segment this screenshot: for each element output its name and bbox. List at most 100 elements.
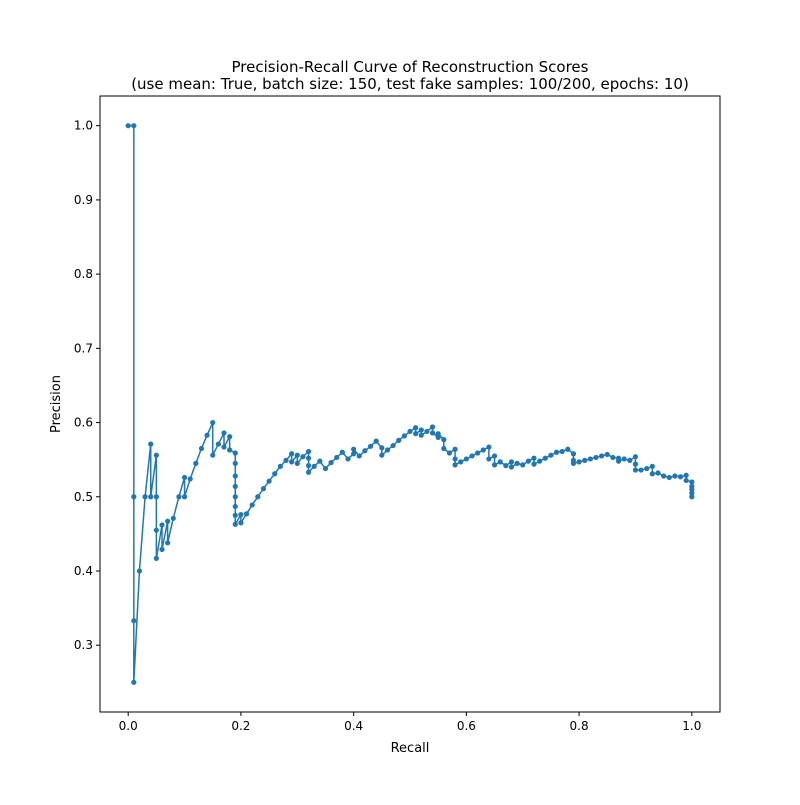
pr-curve-point <box>553 449 560 455</box>
pr-curve-point <box>604 451 610 458</box>
pr-curve-point <box>170 515 176 521</box>
pr-curve-point <box>655 470 661 476</box>
pr-curve-point <box>187 476 193 482</box>
pr-curve-point <box>379 452 385 458</box>
pr-curve-point <box>255 494 261 500</box>
pr-curve-point <box>367 443 374 449</box>
pr-curve-point <box>379 445 385 451</box>
pr-curve-point <box>677 474 684 480</box>
pr-curve-point <box>475 450 481 456</box>
pr-curve-point <box>351 446 357 452</box>
pr-curve-point <box>486 456 492 462</box>
pr-curve-point <box>305 455 312 461</box>
pr-curve-point <box>576 459 582 465</box>
pr-curve-point <box>294 452 300 458</box>
pr-curve-point <box>559 448 565 455</box>
pr-curve-point <box>497 459 503 465</box>
chart-title: Precision-Recall Curve of Reconstruction… <box>232 58 589 76</box>
pr-curve-point <box>362 448 368 454</box>
pr-curve-point <box>131 123 137 129</box>
pr-curve-point <box>181 494 188 500</box>
pr-curve-point <box>486 444 492 450</box>
pr-curve-point <box>537 458 543 464</box>
plot-frame <box>99 95 721 713</box>
pr-curve-point <box>165 540 171 546</box>
pr-curve-point <box>689 490 695 496</box>
pr-curve-point <box>649 471 655 477</box>
pr-curve-point <box>531 455 537 461</box>
pr-curve-point <box>227 434 233 440</box>
pr-curve-point <box>328 460 334 466</box>
pr-curve-point <box>232 460 238 466</box>
pr-curve-point <box>683 472 689 478</box>
x-tick-label: 0.0 <box>119 719 138 733</box>
pr-curve-point <box>131 679 137 685</box>
series-layer <box>125 123 695 685</box>
y-tick-label: 0.6 <box>74 416 93 430</box>
pr-curve-point <box>311 463 317 469</box>
pr-curve-point <box>429 430 436 436</box>
pr-curve-point <box>356 453 362 459</box>
pr-curve-point <box>339 449 345 455</box>
pr-curve-point <box>632 461 639 467</box>
pr-curve-point <box>153 555 159 561</box>
pr-curve-point <box>615 458 622 464</box>
pr-curve-point <box>531 461 537 467</box>
pr-curve-point <box>593 454 599 461</box>
y-tick-label: 0.9 <box>74 193 93 207</box>
pr-curve-point <box>599 453 605 459</box>
pr-curve-point <box>480 447 486 453</box>
y-tick-label: 0.3 <box>74 638 93 652</box>
chart-subtitle: (use mean: True, batch size: 150, test f… <box>131 75 689 93</box>
pr-curve-point <box>582 457 588 463</box>
y-tick-label: 1.0 <box>74 119 93 133</box>
pr-curve-point <box>587 456 593 462</box>
pr-curve-point <box>503 463 509 469</box>
x-tick-label: 1.0 <box>682 719 701 733</box>
pr-curve-point <box>165 518 171 524</box>
pr-curve-point <box>491 462 498 468</box>
pr-curve-point <box>452 446 458 452</box>
pr-curve-point <box>525 458 531 464</box>
pr-curve-point <box>407 428 413 435</box>
pr-curve-point <box>153 527 159 533</box>
pr-curve-point <box>232 503 238 510</box>
pr-curve-point <box>649 463 655 469</box>
pr-curve-point <box>446 450 453 456</box>
pr-curve-point <box>266 478 272 484</box>
pr-curve-point <box>632 467 639 473</box>
x-tick-label: 0.4 <box>344 719 363 733</box>
y-axis-ticks: 0.3 0.4 0.5 0.6 0.7 0.8 0.9 1.0 <box>74 119 100 652</box>
pr-curve-point <box>508 464 515 470</box>
pr-curve-point <box>153 494 159 500</box>
pr-curve-point <box>424 428 430 435</box>
x-axis-label: Recall <box>391 741 430 756</box>
pr-curve-point <box>148 494 154 500</box>
pr-curve-point <box>181 474 188 481</box>
pr-curve-point <box>305 463 312 469</box>
pr-curve-point <box>548 452 554 458</box>
pr-curve-point <box>390 442 396 449</box>
pr-curve-point <box>644 465 650 472</box>
pr-curve-point <box>491 453 498 459</box>
pr-curve-point <box>277 463 283 469</box>
pr-curve-point <box>221 430 227 436</box>
pr-curve-point <box>435 431 441 437</box>
pr-curve-point <box>396 437 402 443</box>
pr-curve-point <box>227 447 233 453</box>
pr-curve-point <box>508 459 515 465</box>
pr-curve-point <box>351 451 357 457</box>
pr-curve-point <box>232 483 238 489</box>
pr-curve-point <box>413 425 419 431</box>
x-axis-ticks: 0.0 0.2 0.4 0.6 0.8 1.0 <box>119 712 701 733</box>
pr-curve-point <box>452 462 458 468</box>
pr-curve-point <box>435 434 441 440</box>
pr-curve-point <box>159 546 165 553</box>
pr-curve-point <box>666 474 672 481</box>
pr-curve-point <box>452 456 458 462</box>
pr-curve-point <box>520 462 526 468</box>
pr-curve-point <box>463 456 469 462</box>
pr-curve-point <box>418 432 424 438</box>
pr-curve-point <box>305 469 312 475</box>
